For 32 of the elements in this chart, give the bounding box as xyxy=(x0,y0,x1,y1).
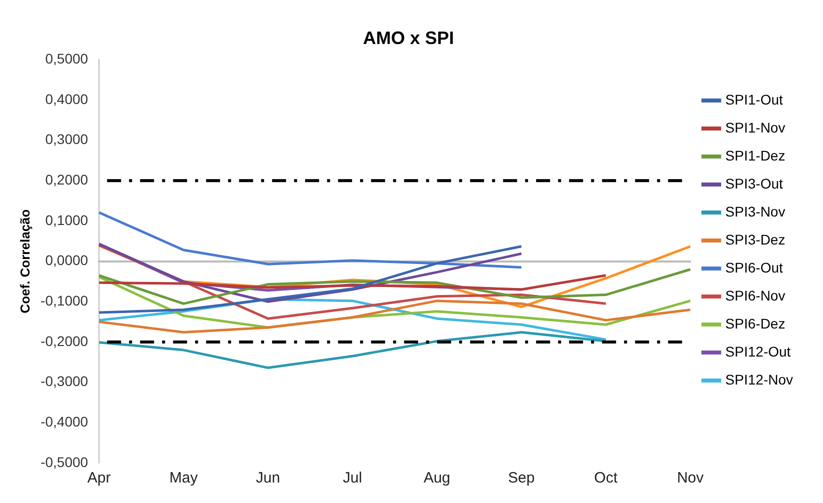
y-tick-label: 0,3000 xyxy=(45,131,88,148)
legend-label: SPI1-Out xyxy=(725,91,783,108)
x-tick-label: Apr xyxy=(87,470,111,487)
legend-label: SPI6-Nov xyxy=(725,287,786,304)
y-tick-label: -0,2000 xyxy=(40,332,88,349)
x-tick-label: Oct xyxy=(594,470,618,487)
legend-label: SPI12-Nov xyxy=(725,371,794,388)
x-tick-label: Aug xyxy=(424,470,450,487)
legend-label: SPI1-Nov xyxy=(725,119,786,136)
legend-label: SPI12-Out xyxy=(725,343,791,360)
y-tick-label: -0,4000 xyxy=(40,414,88,430)
legend-label: SPI1-Dez xyxy=(725,147,786,164)
x-tick-label: Jun xyxy=(256,470,280,487)
legend-label: SPI3-Out xyxy=(725,175,783,192)
x-tick-label: Sep xyxy=(508,470,535,487)
y-tick-label: 0,2000 xyxy=(45,171,88,188)
y-tick-label: 0,0000 xyxy=(45,252,88,268)
chart-title: AMO x SPI xyxy=(362,28,454,48)
legend-label: SPI3-Nov xyxy=(725,203,786,220)
x-tick-label: Nov xyxy=(676,470,704,487)
x-tick-label: Jul xyxy=(342,470,362,487)
y-tick-label: -0,1000 xyxy=(40,292,88,308)
y-tick-label: 0,5000 xyxy=(45,50,88,66)
y-tick-label: 0,4000 xyxy=(45,90,88,107)
y-axis-title: Coef. Correlação xyxy=(17,209,32,314)
legend-label: SPI6-Dez xyxy=(725,315,786,332)
x-tick-label: May xyxy=(169,470,198,487)
y-tick-label: 0,1000 xyxy=(45,212,88,228)
legend-label: SPI6-Out xyxy=(725,259,783,276)
y-tick-label: -0,3000 xyxy=(40,373,88,390)
legend-label: SPI3-Dez xyxy=(725,231,786,248)
y-tick-label: -0,5000 xyxy=(40,454,88,470)
